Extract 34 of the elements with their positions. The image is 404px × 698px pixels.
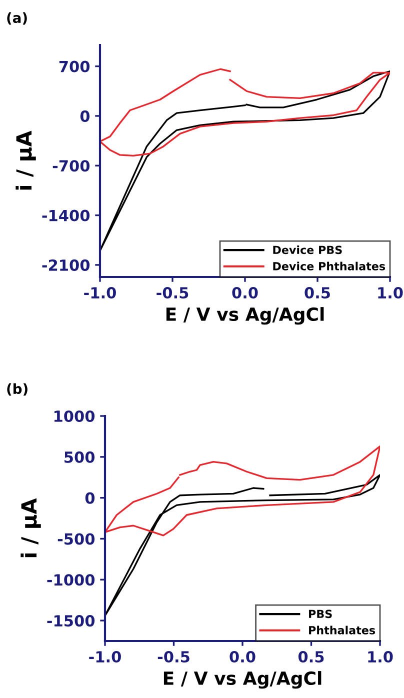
- y-tick-label: 700: [59, 60, 90, 72]
- x-tick-label: -0.5: [156, 286, 188, 299]
- y-tick-label: 0: [85, 492, 95, 504]
- x-tick-label: -0.5: [158, 650, 190, 663]
- line-series: [105, 474, 380, 616]
- y-axis-title: i / µA: [20, 498, 41, 558]
- y-tick-label: -2100: [42, 259, 90, 271]
- y-tick-label: 0: [80, 110, 90, 122]
- x-tick-label: 0.0: [232, 286, 258, 299]
- y-tick-label: -1000: [47, 574, 95, 586]
- legend-label: Phthalates: [309, 626, 376, 634]
- y-tick-label: 1000: [54, 410, 95, 422]
- legend-label: Device Phthalates: [273, 262, 386, 270]
- x-tick-label: -1.0: [84, 286, 116, 299]
- x-axis-title: E / V vs Ag/AgCl: [166, 307, 324, 325]
- x-tick-label: 1.0: [368, 650, 393, 663]
- chart-title: (b): [7, 383, 28, 396]
- y-tick-label: -1400: [42, 210, 90, 222]
- line-series: [100, 68, 390, 157]
- y-tick-label: 500: [64, 451, 95, 463]
- chart-title: (a): [7, 12, 27, 25]
- x-tick-label: 0.0: [230, 650, 256, 663]
- x-tick-label: -1.0: [89, 650, 121, 663]
- x-axis-title: E / V vs Ag/AgCl: [164, 671, 322, 689]
- y-tick-label: -500: [58, 533, 95, 545]
- y-axis-title: i / µA: [16, 130, 36, 190]
- x-tick-label: 0.5: [304, 286, 330, 299]
- x-tick-label: 0.5: [298, 650, 324, 663]
- x-tick-label: 1.0: [378, 286, 403, 299]
- legend-label: PBS: [309, 610, 332, 618]
- line-series: [105, 445, 380, 536]
- legend-label: Device PBS: [273, 245, 342, 254]
- y-tick-label: -700: [52, 160, 90, 172]
- y-tick-label: -1500: [47, 615, 95, 627]
